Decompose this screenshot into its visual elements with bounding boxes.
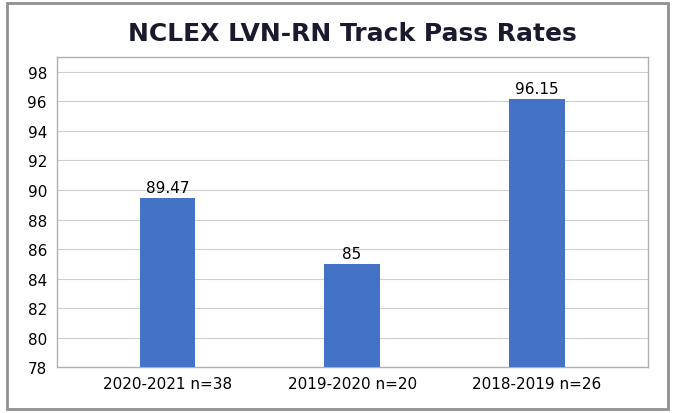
Text: 96.15: 96.15: [515, 82, 559, 97]
Text: 89.47: 89.47: [146, 180, 189, 195]
Bar: [140, 198, 195, 413]
Text: 85: 85: [342, 247, 362, 261]
Bar: [325, 264, 380, 413]
Title: NCLEX LVN-RN Track Pass Rates: NCLEX LVN-RN Track Pass Rates: [128, 22, 576, 46]
Bar: [509, 100, 564, 413]
